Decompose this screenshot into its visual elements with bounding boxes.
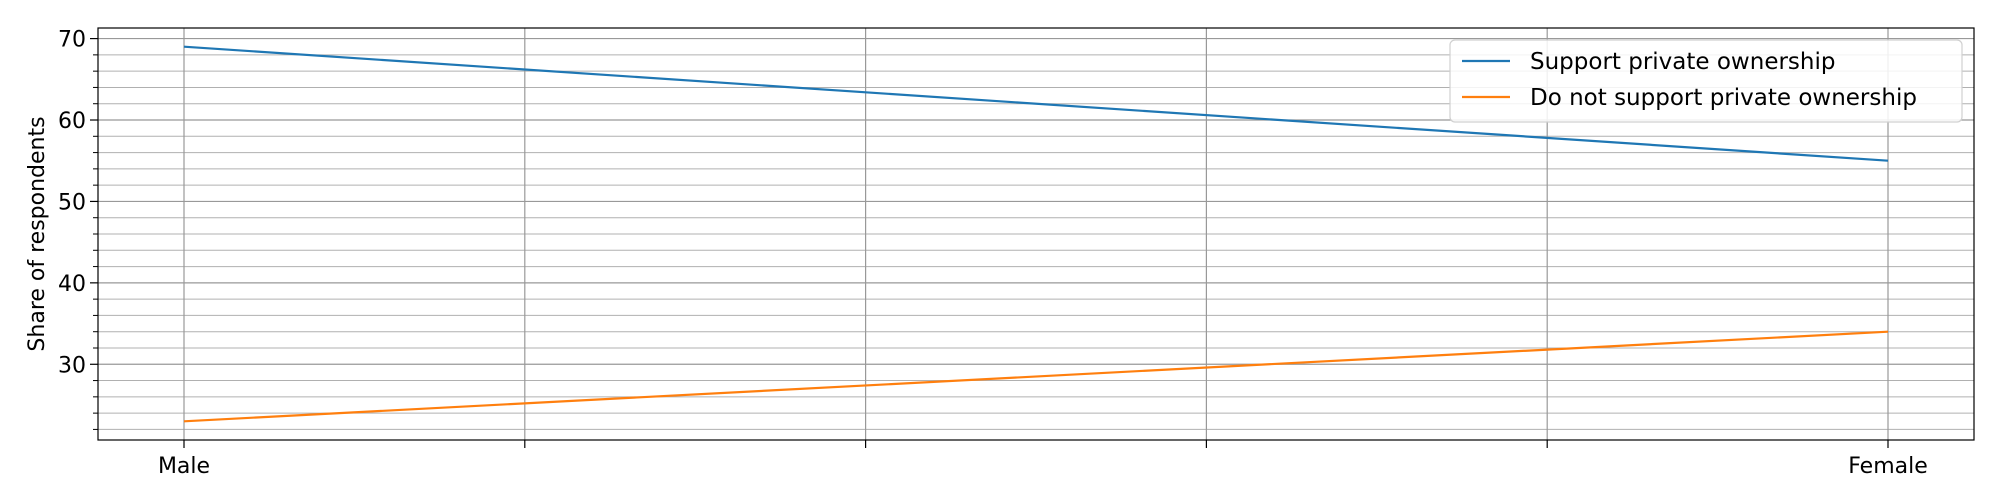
legend-label: Do not support private ownership [1530, 85, 1917, 111]
y-axis-label: Share of respondents [25, 116, 50, 351]
plot-frame [97, 27, 1975, 441]
y-tick-label: 50 [58, 190, 86, 215]
y-axis: 30 40 50 60 70 [58, 28, 98, 378]
series-line [183, 45, 1889, 162]
major-grid [98, 28, 1974, 440]
series-lines [183, 45, 1889, 423]
x-axis: Male Female [158, 440, 1928, 479]
series-line [183, 330, 1889, 423]
y-tick-label: 30 [58, 353, 86, 378]
legend-box [1449, 39, 1963, 123]
legend-label: Support private ownership [1530, 49, 1835, 75]
legend: Support private ownership Do not support … [1449, 39, 1963, 123]
x-tick-label: Male [158, 454, 210, 479]
y-tick-label: 70 [58, 28, 86, 53]
x-tick-label: Female [1848, 454, 1928, 479]
y-tick-label: 40 [58, 272, 86, 297]
y-tick-label: 60 [58, 109, 86, 134]
